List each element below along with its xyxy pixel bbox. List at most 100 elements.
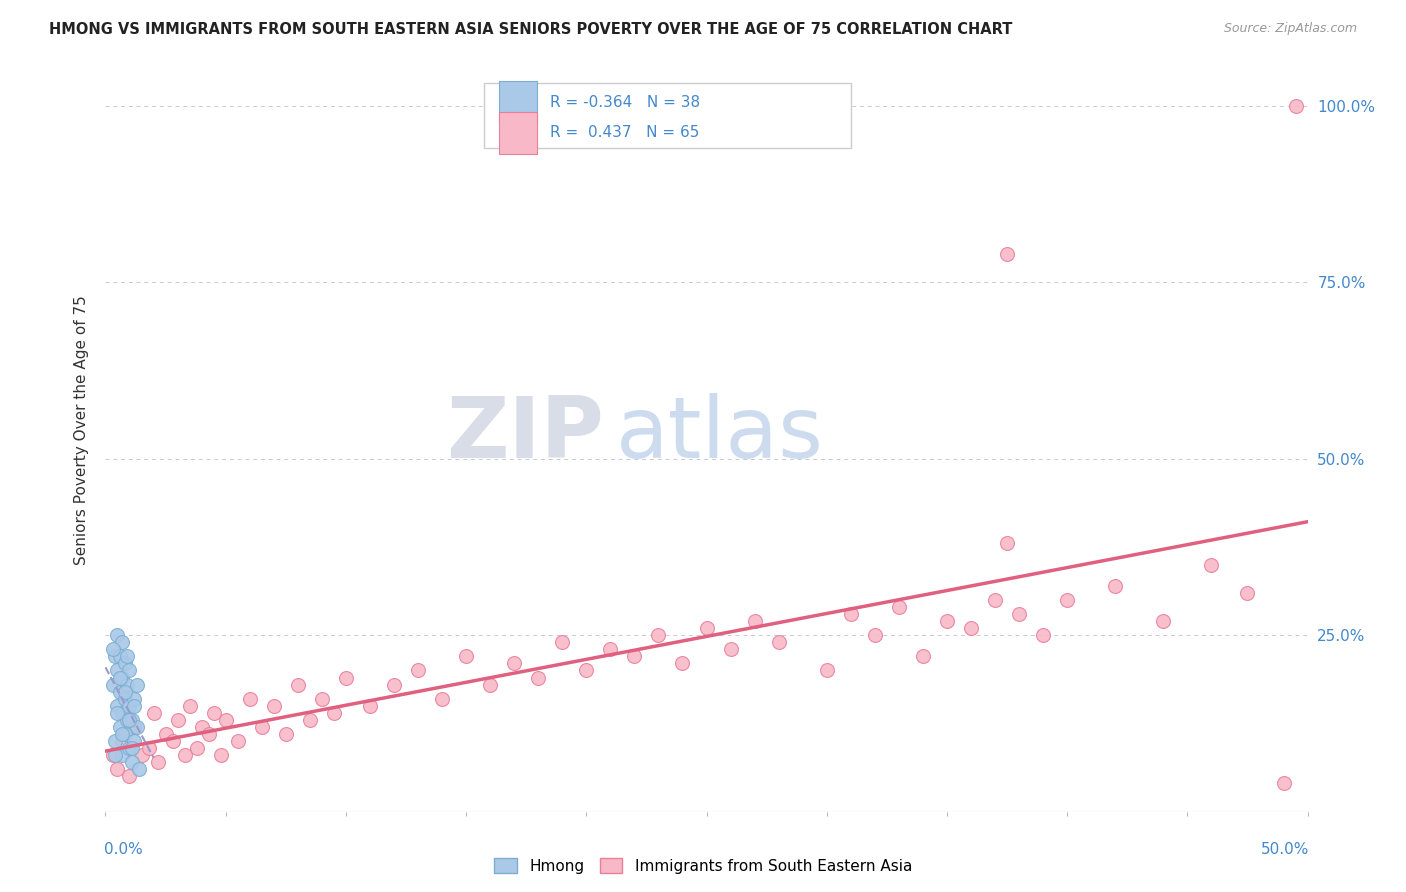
- Point: [1056, 593, 1078, 607]
- Point: [124, 734, 146, 748]
- Point: [863, 628, 886, 642]
- Point: [166, 713, 188, 727]
- Point: [406, 664, 429, 678]
- Point: [111, 727, 134, 741]
- Point: [1236, 586, 1258, 600]
- Point: [226, 734, 249, 748]
- Point: [107, 706, 129, 720]
- Point: [107, 762, 129, 776]
- Text: 0.0%: 0.0%: [104, 842, 143, 857]
- Point: [202, 706, 225, 720]
- Point: [960, 621, 983, 635]
- Point: [104, 649, 127, 664]
- Point: [114, 691, 136, 706]
- Point: [599, 642, 621, 657]
- Point: [118, 664, 141, 678]
- Point: [1152, 614, 1174, 628]
- Point: [198, 727, 221, 741]
- Point: [107, 628, 129, 642]
- Point: [118, 698, 141, 713]
- Point: [768, 635, 790, 649]
- Point: [503, 657, 526, 671]
- Text: 50.0%: 50.0%: [1260, 842, 1309, 857]
- Text: ZIP: ZIP: [447, 392, 605, 475]
- Point: [454, 649, 477, 664]
- Point: [551, 635, 574, 649]
- Y-axis label: Seniors Poverty Over the Age of 75: Seniors Poverty Over the Age of 75: [75, 295, 90, 566]
- Point: [128, 762, 150, 776]
- Bar: [499, 81, 537, 123]
- Point: [131, 748, 153, 763]
- Point: [671, 657, 693, 671]
- Point: [111, 748, 134, 763]
- Point: [839, 607, 862, 621]
- Point: [527, 671, 550, 685]
- Point: [720, 642, 742, 657]
- Point: [118, 713, 141, 727]
- Point: [575, 664, 598, 678]
- Point: [115, 678, 138, 692]
- Point: [104, 748, 127, 763]
- Point: [142, 706, 165, 720]
- Point: [322, 706, 344, 720]
- Point: [190, 720, 212, 734]
- Point: [287, 678, 309, 692]
- Point: [125, 720, 148, 734]
- Point: [108, 671, 131, 685]
- Point: [311, 691, 333, 706]
- Point: [138, 741, 160, 756]
- FancyBboxPatch shape: [484, 83, 851, 148]
- Point: [124, 720, 146, 734]
- Point: [162, 734, 184, 748]
- Text: R = -0.364   N = 38: R = -0.364 N = 38: [550, 95, 700, 110]
- Text: R =  0.437   N = 65: R = 0.437 N = 65: [550, 126, 700, 140]
- Point: [209, 748, 232, 763]
- Point: [124, 691, 146, 706]
- Bar: [499, 112, 537, 154]
- Point: [101, 642, 124, 657]
- Point: [214, 713, 236, 727]
- Point: [1284, 98, 1306, 112]
- Point: [186, 741, 208, 756]
- Point: [1104, 579, 1126, 593]
- Point: [274, 727, 297, 741]
- Point: [118, 769, 141, 783]
- Text: atlas: atlas: [616, 392, 824, 475]
- Point: [155, 727, 177, 741]
- Point: [298, 713, 321, 727]
- Point: [696, 621, 718, 635]
- Point: [744, 614, 766, 628]
- Point: [936, 614, 959, 628]
- Point: [114, 657, 136, 671]
- Point: [124, 698, 146, 713]
- Point: [148, 756, 170, 770]
- Point: [382, 678, 405, 692]
- Point: [111, 734, 134, 748]
- Point: [125, 678, 148, 692]
- Point: [101, 678, 124, 692]
- Point: [108, 649, 131, 664]
- Point: [101, 748, 124, 763]
- Point: [121, 741, 143, 756]
- Point: [984, 593, 1007, 607]
- Point: [911, 649, 934, 664]
- Point: [263, 698, 285, 713]
- Point: [114, 684, 136, 698]
- Point: [1201, 558, 1223, 572]
- Point: [335, 671, 357, 685]
- Point: [111, 706, 134, 720]
- Point: [108, 720, 131, 734]
- Point: [121, 756, 143, 770]
- Point: [107, 698, 129, 713]
- Point: [995, 247, 1018, 261]
- Legend: Hmong, Immigrants from South Eastern Asia: Hmong, Immigrants from South Eastern Asi…: [488, 852, 918, 880]
- Point: [887, 599, 910, 614]
- Text: Source: ZipAtlas.com: Source: ZipAtlas.com: [1223, 22, 1357, 36]
- Point: [121, 713, 143, 727]
- Point: [1008, 607, 1031, 621]
- Point: [995, 536, 1018, 550]
- Point: [118, 741, 141, 756]
- Point: [108, 684, 131, 698]
- Point: [623, 649, 645, 664]
- Point: [179, 698, 201, 713]
